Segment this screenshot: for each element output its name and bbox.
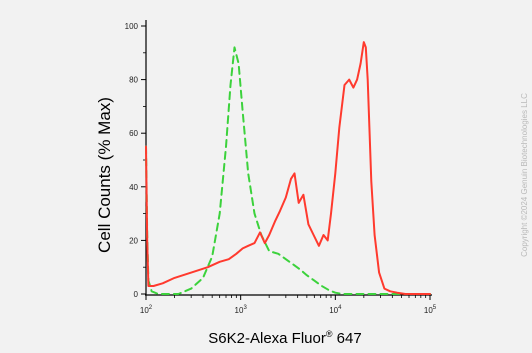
x-tick-label: 103 (235, 305, 248, 315)
y-tick-label: 80 (129, 76, 138, 85)
axes (145, 20, 432, 296)
x-tick-label: 104 (329, 305, 342, 315)
y-axis-label: Cell Counts (% Max) (95, 97, 114, 253)
y-tick-label: 100 (125, 22, 139, 31)
y-tick-label: 60 (129, 129, 138, 138)
x-axis-label-main: S6K2-Alexa Fluor (208, 330, 326, 347)
x-axis-label-tail: 647 (333, 330, 362, 347)
y-ticks: 0 20 40 60 80 100 (125, 22, 146, 299)
x-ticks: 102 103 104 105 (140, 295, 437, 315)
series-line-s6k2-solid (145, 41, 431, 295)
y-tick-label: 40 (129, 183, 138, 192)
x-tick-label: 105 (424, 305, 437, 315)
x-axis-label: S6K2-Alexa Fluor® 647 (208, 329, 361, 347)
y-tick-label: 0 (134, 290, 139, 299)
series-line-control-dashed (145, 46, 431, 295)
x-axis-label-sup: ® (326, 329, 333, 339)
y-tick-label: 20 (129, 236, 138, 245)
copyright-text: Copyright ©2024 Genuin Biotechnologies L… (520, 93, 529, 257)
series-group (145, 41, 431, 295)
x-tick-label: 102 (140, 305, 153, 315)
